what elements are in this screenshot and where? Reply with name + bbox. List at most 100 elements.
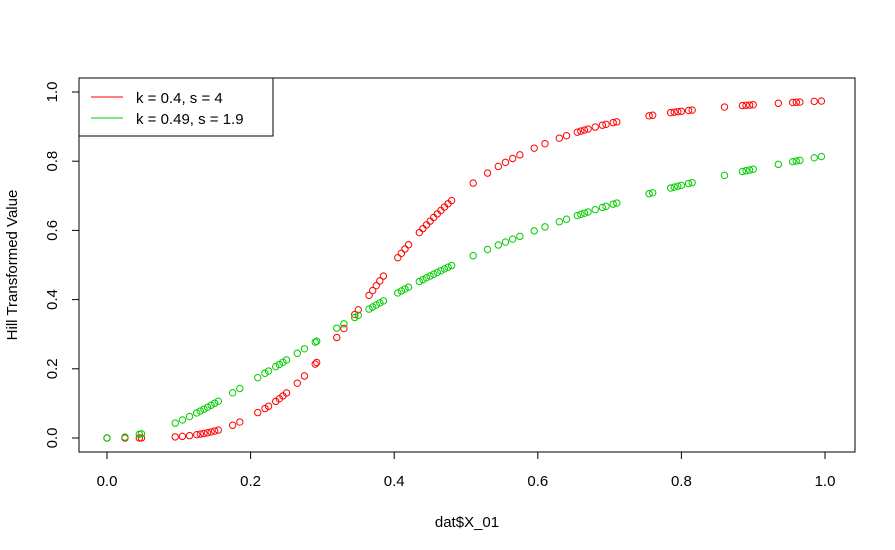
data-point-series-2 xyxy=(483,245,492,254)
x-tick-label: 1.0 xyxy=(815,473,836,490)
data-point-series-2 xyxy=(648,189,657,197)
data-point-series-2 xyxy=(121,433,129,441)
data-point-series-2 xyxy=(137,430,146,438)
data-point-series-2 xyxy=(501,238,510,246)
y-tick-label: 0.6 xyxy=(44,220,61,241)
x-tick-label: 0.0 xyxy=(97,473,118,490)
data-point-series-2 xyxy=(340,320,348,328)
data-point-series-1 xyxy=(228,421,237,429)
legend-box xyxy=(78,77,274,137)
data-point-series-1 xyxy=(580,126,589,134)
x-tick-label: 0.8 xyxy=(671,473,692,490)
data-point-series-2 xyxy=(749,165,757,173)
data-point-series-2 xyxy=(508,235,517,243)
data-point-series-2 xyxy=(300,345,309,353)
data-point-series-2 xyxy=(609,200,617,208)
data-point-series-1 xyxy=(264,402,273,410)
data-point-series-1 xyxy=(203,429,212,437)
data-point-series-2 xyxy=(598,203,607,212)
data-point-series-1 xyxy=(401,245,409,253)
data-point-series-2 xyxy=(415,277,424,286)
data-point-series-1 xyxy=(351,310,359,319)
data-point-series-2 xyxy=(236,384,244,393)
data-point-series-1 xyxy=(394,254,402,262)
data-point-series-1 xyxy=(426,217,434,225)
data-point-series-1 xyxy=(311,360,319,368)
data-point-series-1 xyxy=(774,99,783,107)
data-point-series-2 xyxy=(429,270,438,278)
data-point-series-1 xyxy=(379,272,388,280)
data-point-series-2 xyxy=(437,266,445,275)
data-point-series-2 xyxy=(602,202,610,211)
data-point-series-1 xyxy=(469,179,477,187)
data-point-series-1 xyxy=(312,358,321,367)
data-point-series-2 xyxy=(214,397,222,405)
data-point-series-1 xyxy=(817,97,826,105)
data-point-series-1 xyxy=(591,123,599,131)
data-point-series-1 xyxy=(613,118,621,126)
data-point-series-2 xyxy=(379,297,388,305)
data-point-series-2 xyxy=(670,183,678,191)
data-point-series-2 xyxy=(311,338,319,346)
y-tick-label: 1.0 xyxy=(44,82,61,103)
legend: k = 0.4, s = 4 k = 0.49, s = 1.9 xyxy=(78,77,274,137)
data-point-series-1 xyxy=(792,98,800,106)
data-points xyxy=(103,97,826,442)
data-point-series-1 xyxy=(196,430,205,438)
data-point-series-1 xyxy=(602,120,610,129)
data-point-series-1 xyxy=(293,379,301,387)
data-point-series-1 xyxy=(516,151,524,159)
data-point-series-1 xyxy=(796,98,804,106)
y-tick-label: 0.2 xyxy=(44,358,61,379)
data-point-series-2 xyxy=(796,156,804,165)
data-point-series-1 xyxy=(670,108,678,116)
data-point-series-1 xyxy=(236,418,244,426)
data-point-series-1 xyxy=(688,106,696,114)
data-point-series-2 xyxy=(613,199,621,207)
data-point-series-1 xyxy=(720,103,729,111)
data-point-series-1 xyxy=(137,434,146,442)
data-point-series-2 xyxy=(530,227,538,235)
data-point-series-2 xyxy=(372,301,380,309)
data-point-series-1 xyxy=(368,286,377,295)
data-point-series-1 xyxy=(261,404,269,413)
data-point-series-1 xyxy=(214,426,222,434)
data-point-series-1 xyxy=(745,101,754,109)
data-point-series-1 xyxy=(397,249,406,258)
data-point-series-2 xyxy=(645,190,653,198)
data-point-series-2 xyxy=(312,337,321,345)
data-point-series-2 xyxy=(577,210,585,219)
data-point-series-1 xyxy=(749,101,757,109)
data-point-series-1 xyxy=(674,108,682,116)
data-point-series-1 xyxy=(178,432,187,441)
data-point-series-2 xyxy=(591,206,599,214)
data-point-series-2 xyxy=(275,360,284,369)
data-point-series-2 xyxy=(433,268,441,277)
data-point-series-1 xyxy=(573,128,581,136)
data-point-series-1 xyxy=(135,434,144,442)
data-point-series-1 xyxy=(684,106,693,115)
data-point-series-2 xyxy=(401,285,409,293)
x-tick-label: 0.4 xyxy=(384,473,405,490)
data-point-series-2 xyxy=(376,299,384,307)
data-point-series-2 xyxy=(351,313,359,322)
data-point-series-1 xyxy=(447,196,456,205)
data-point-series-1 xyxy=(185,431,194,440)
data-point-series-2 xyxy=(688,178,696,187)
data-point-series-1 xyxy=(577,127,585,135)
data-point-series-2 xyxy=(541,223,549,231)
data-point-series-2 xyxy=(745,166,754,174)
data-point-series-2 xyxy=(404,283,413,291)
y-axis-label: Hill Transformed Value xyxy=(4,190,21,341)
data-point-series-2 xyxy=(742,167,750,175)
legend-label-series-1: k = 0.4, s = 4 xyxy=(136,90,223,107)
data-point-series-2 xyxy=(365,305,373,313)
data-point-series-2 xyxy=(333,324,341,332)
data-point-series-2 xyxy=(368,303,377,311)
y-tick-label: 0.4 xyxy=(44,289,61,310)
data-point-series-1 xyxy=(200,429,208,438)
data-point-series-2 xyxy=(193,409,201,417)
data-point-series-2 xyxy=(444,263,452,271)
data-point-series-1 xyxy=(677,107,686,115)
